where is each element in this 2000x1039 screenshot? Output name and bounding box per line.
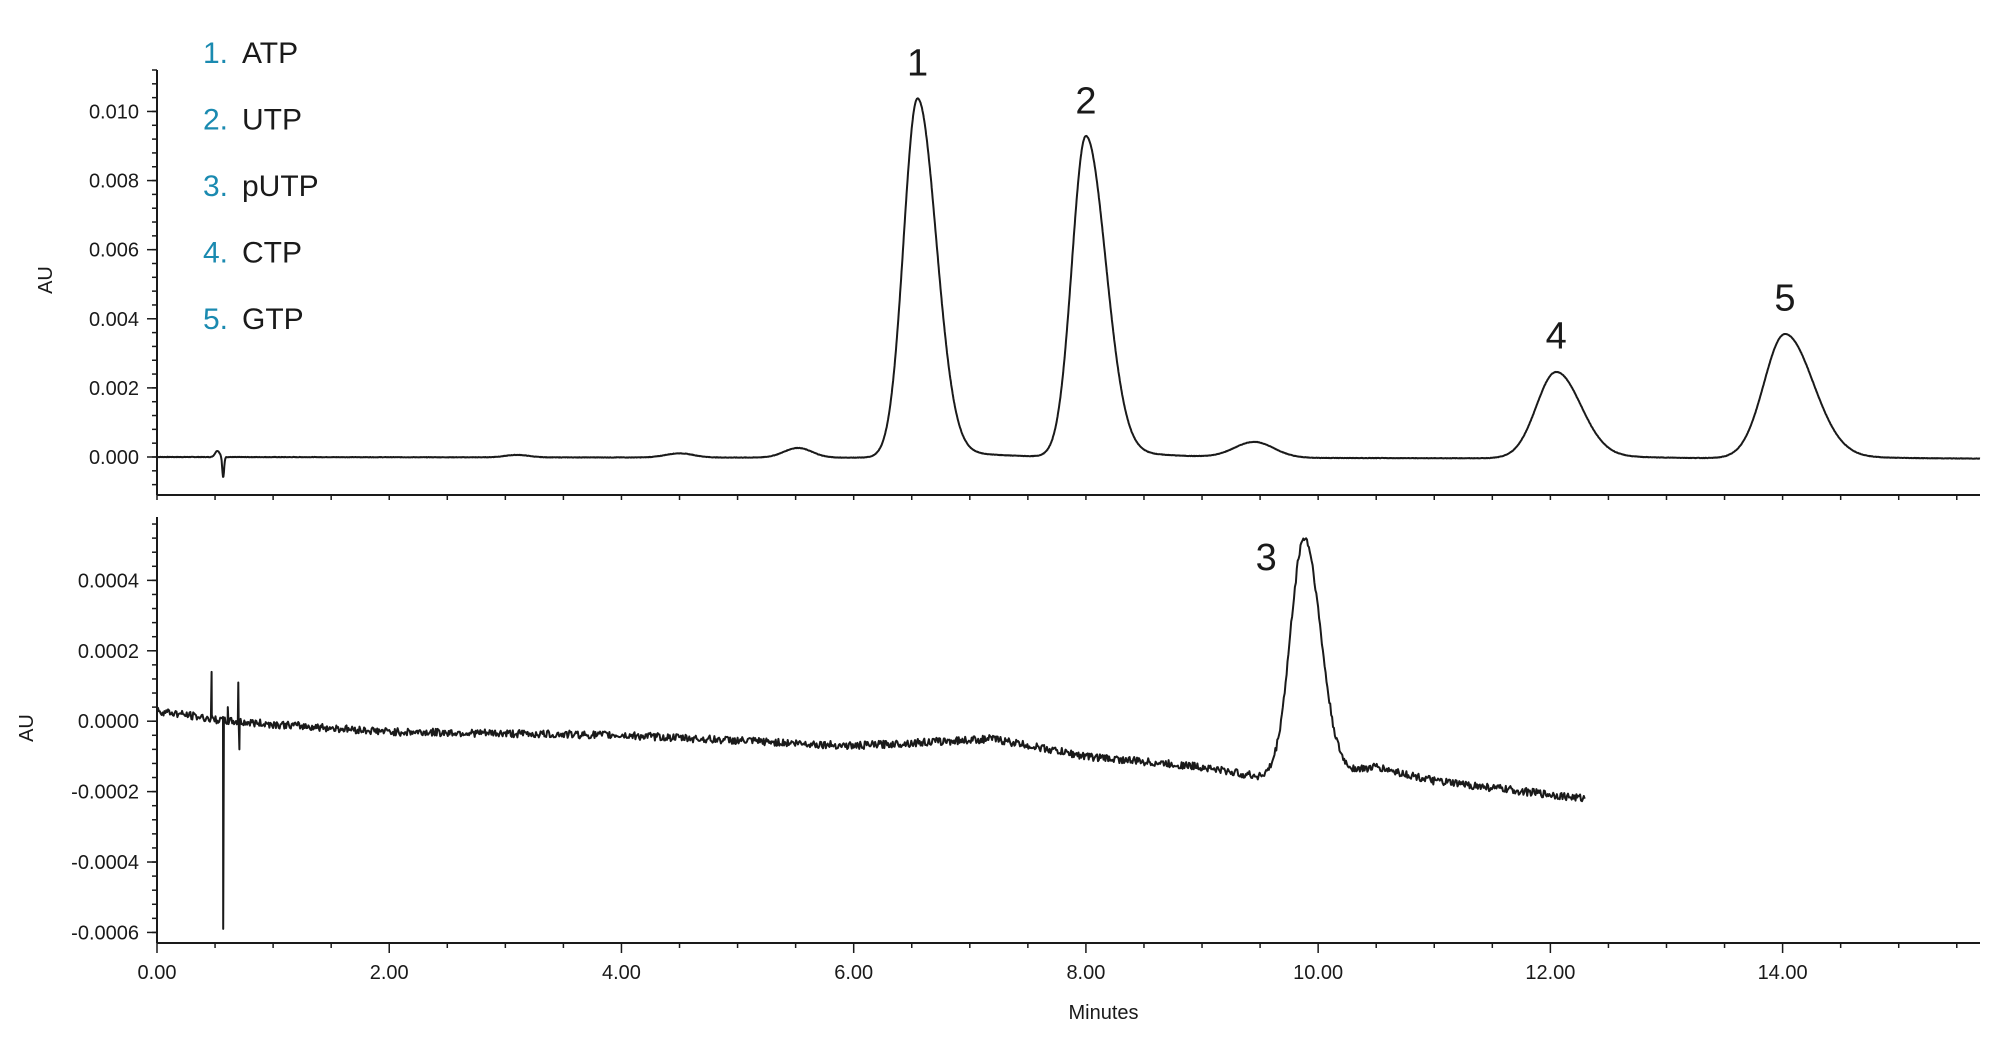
y-tick-label: 0.004 [89,309,139,331]
x-tick-label: 2.00 [370,962,409,984]
y-tick-label: 0.010 [89,101,139,123]
peak-label: 1 [907,43,928,85]
y-axis-title: AU [35,266,57,294]
y-tick-label: 0.000 [89,447,139,469]
x-tick-label: 6.00 [834,962,873,984]
x-tick-label: 10.00 [1293,962,1343,984]
bottom-panel: -0.0006 -0.0004 -0.0002 0.0000 0.0002 0.0004 A… [16,517,1980,1024]
y-tick-label: 0.0004 [78,570,139,592]
top-panel: 0.000 0.002 0.004 0.006 0.008 0.010 AU 1 2 4 5 [35,43,1981,500]
legend-compound-name: ATP [242,37,298,70]
legend-number: 4. [203,237,228,270]
y-tick-label: 0.0000 [78,711,139,733]
y-tick-label: 0.002 [89,378,139,400]
legend-number: 1. [203,37,228,70]
x-tick-label: 14.00 [1758,962,1808,984]
x-tick-label: 8.00 [1066,962,1105,984]
y-tick-label: -0.0006 [71,922,139,944]
legend: 1. ATP 2. UTP 3. pUTP 4. CTP 5. GTP [203,37,319,336]
y-tick-label: 0.006 [89,240,139,262]
peak-label: 3 [1256,537,1277,579]
legend-compound-name: GTP [242,303,304,336]
top-trace [156,97,1981,478]
peak-label: 4 [1546,316,1567,358]
legend-number: 3. [203,170,228,203]
legend-compound-name: UTP [242,104,302,137]
peak-label: 2 [1075,81,1096,123]
y-tick-label: 0.008 [89,171,139,193]
legend-compound-name: pUTP [242,170,319,203]
y-tick-label: -0.0004 [71,852,139,874]
x-tick-label: 12.00 [1525,962,1575,984]
peak-label: 5 [1774,278,1795,320]
legend-number: 2. [203,104,228,137]
legend-number: 5. [203,303,228,336]
x-tick-label: 4.00 [602,962,641,984]
x-axis-title: Minutes [1068,1002,1138,1024]
y-tick-label: 0.0002 [78,641,139,663]
legend-compound-name: CTP [242,237,302,270]
bottom-trace [156,537,1586,930]
y-axis-title: AU [16,714,38,742]
x-tick-label: 0.00 [138,962,177,984]
y-tick-label: -0.0002 [71,782,139,804]
